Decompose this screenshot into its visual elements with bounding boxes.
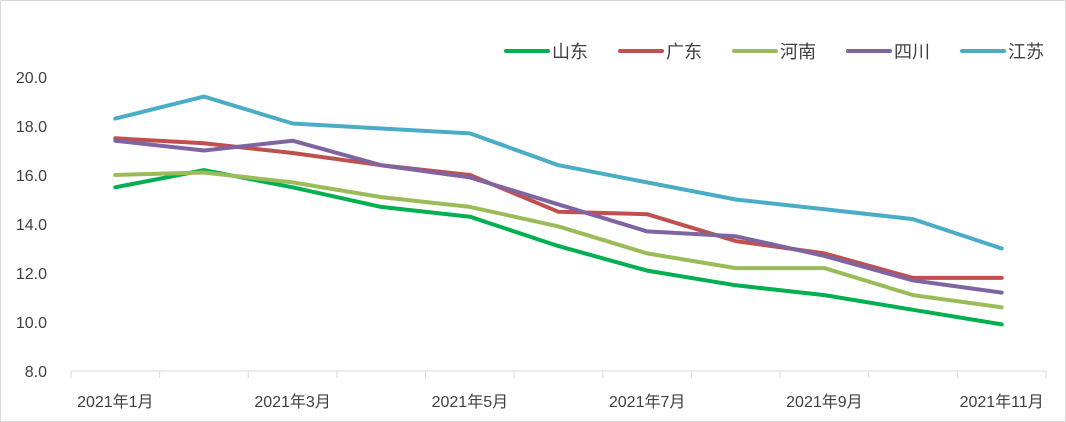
y-tick-label: 12.0 bbox=[16, 266, 47, 283]
y-tick-label: 16.0 bbox=[16, 168, 47, 185]
y-tick-label: 14.0 bbox=[16, 217, 47, 234]
x-tick-label: 2021年9月 bbox=[786, 393, 863, 411]
y-tick-label: 18.0 bbox=[16, 119, 47, 136]
x-tick-label: 2021年11月 bbox=[960, 393, 1044, 411]
series-line-广东 bbox=[113, 136, 1004, 280]
legend-label: 江苏 bbox=[1008, 42, 1044, 63]
x-axis: 2021年1月 2021年3月 2021年5月 2021年7月 2021年9月 2021年… bbox=[70, 370, 1047, 411]
y-axis-labels: 8.0 10.0 12.0 14.0 16.0 18.0 20.0 bbox=[16, 70, 47, 381]
series-line-四川 bbox=[113, 138, 1004, 295]
series-line-江苏 bbox=[113, 94, 1004, 251]
x-tick-label: 2021年5月 bbox=[432, 393, 509, 411]
series-lines bbox=[113, 94, 1004, 327]
series-line-河南 bbox=[113, 170, 1004, 310]
series-line-山东 bbox=[113, 168, 1004, 327]
legend-label: 广东 bbox=[666, 42, 702, 63]
y-tick-label: 8.0 bbox=[25, 364, 47, 381]
legend-label: 四川 bbox=[894, 42, 930, 63]
legend-label: 河南 bbox=[780, 42, 816, 63]
x-tick-label: 2021年7月 bbox=[609, 393, 686, 411]
x-tick-label: 2021年3月 bbox=[254, 393, 331, 411]
legend: 山东 广东 河南 四川 江苏 bbox=[504, 42, 1044, 63]
legend-label: 山东 bbox=[552, 42, 588, 63]
x-tick-label: 2021年1月 bbox=[77, 393, 154, 411]
y-tick-label: 20.0 bbox=[16, 70, 47, 87]
y-tick-label: 10.0 bbox=[16, 315, 47, 332]
